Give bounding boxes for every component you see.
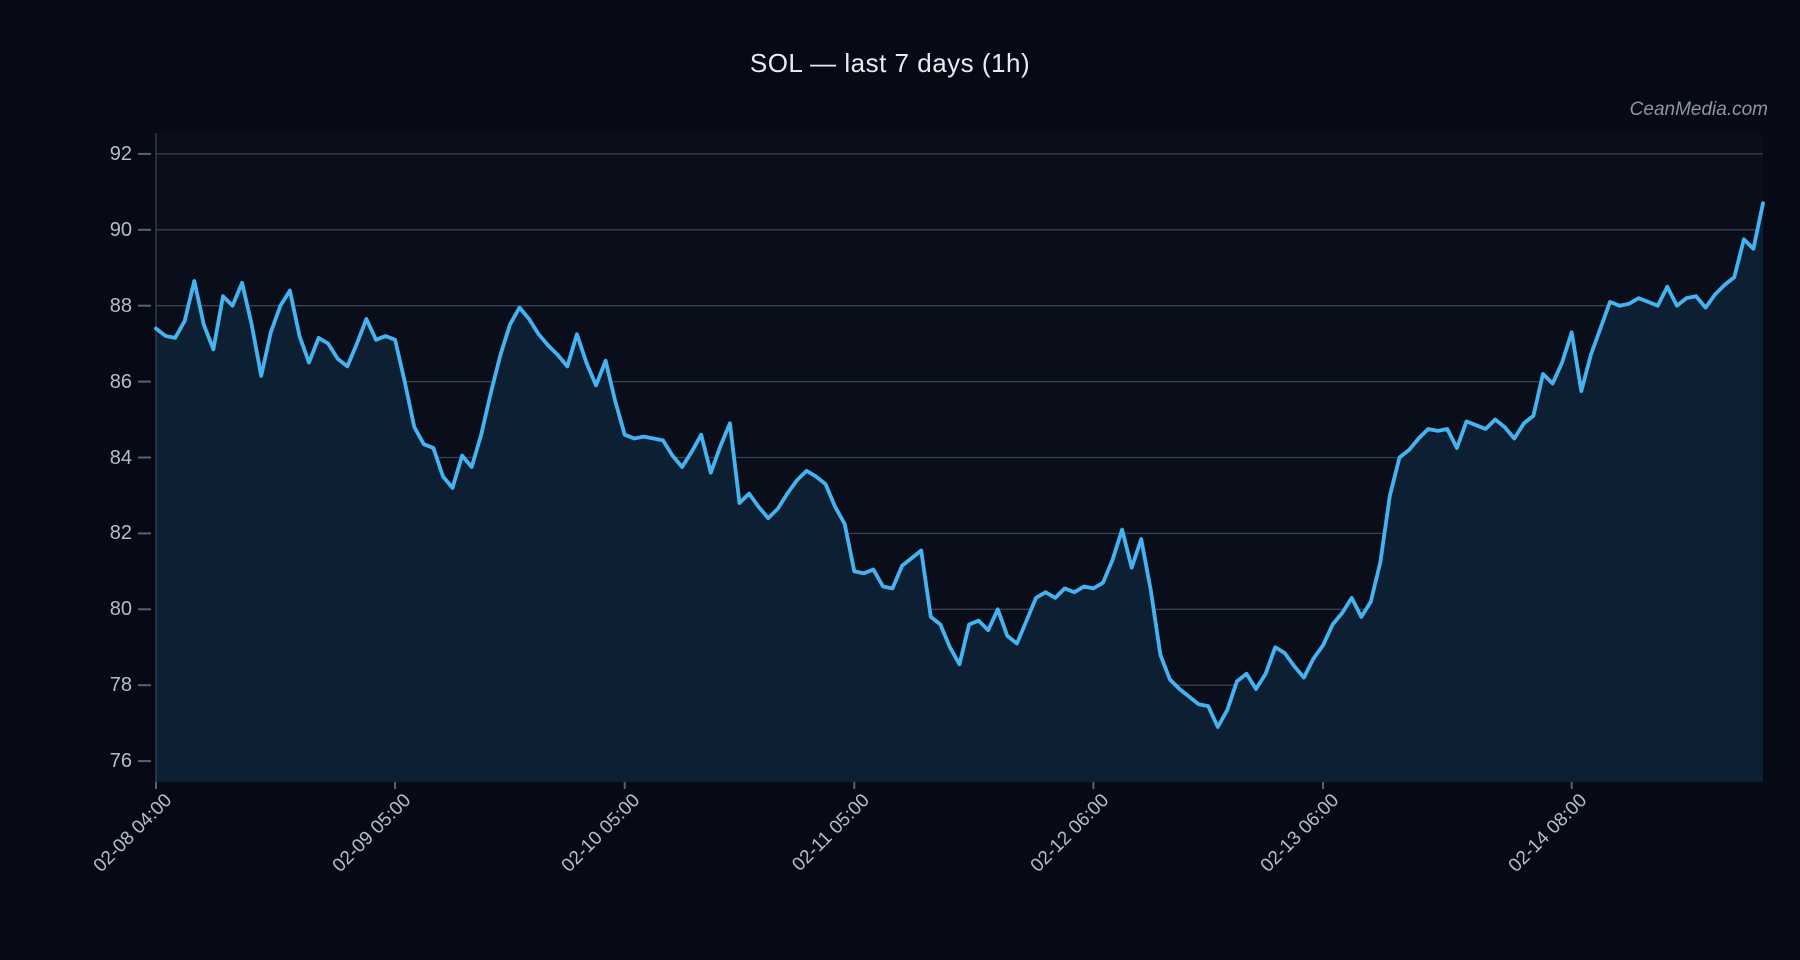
- y-tick-label: 84: [109, 446, 132, 469]
- watermark: CeanMedia.com: [1629, 99, 1768, 120]
- y-tick-label: 78: [109, 674, 132, 697]
- y-tick-label: 82: [109, 522, 132, 545]
- y-tick-label: 80: [109, 598, 132, 621]
- y-tick-label: 88: [109, 294, 132, 317]
- y-tick-label: 86: [109, 370, 132, 393]
- y-tick-label: 90: [109, 218, 132, 241]
- y-tick-label: 92: [109, 142, 132, 165]
- chart-title: SOL — last 7 days (1h): [749, 48, 1031, 78]
- price-area: [156, 203, 1763, 782]
- price-line: [154, 201, 1765, 729]
- y-tick-label: 76: [109, 750, 132, 773]
